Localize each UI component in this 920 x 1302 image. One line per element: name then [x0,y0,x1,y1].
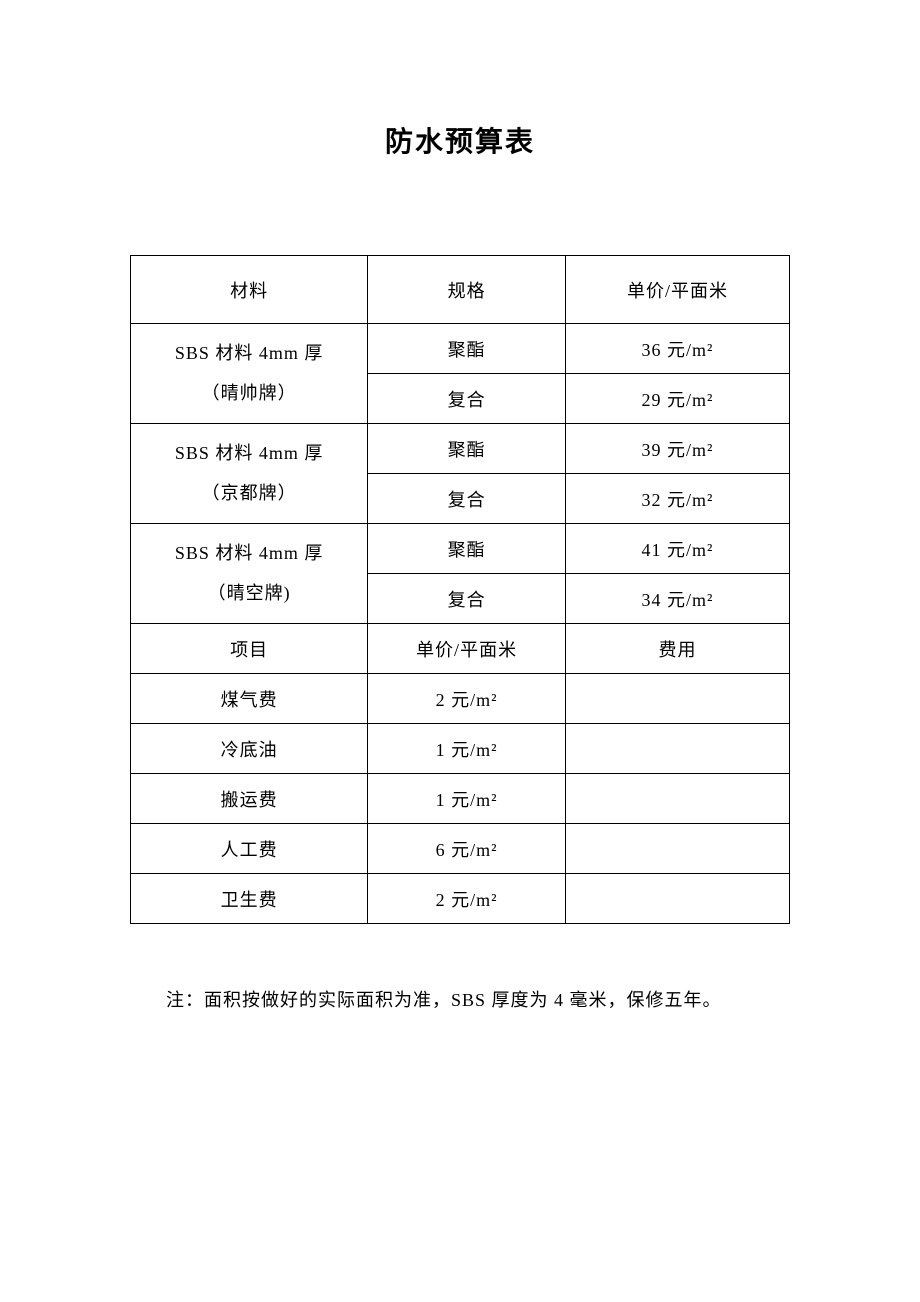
header-unit-price-2: 单价/平面米 [368,624,566,674]
spec-cell: 聚酯 [368,324,566,374]
table-header-1: 材料 规格 单价/平面米 [131,256,790,324]
header-spec: 规格 [368,256,566,324]
page-title: 防水预算表 [130,120,790,160]
table-row: 煤气费 2 元/m² [131,674,790,724]
table-row: 冷底油 1 元/m² [131,724,790,774]
price-cell: 34 元/m² [565,574,789,624]
item-cost [565,824,789,874]
header-cost: 费用 [565,624,789,674]
spec-cell: 复合 [368,574,566,624]
material-line1: SBS 材料 4mm 厚 [175,543,324,563]
item-name: 冷底油 [131,724,368,774]
table-row: SBS 材料 4mm 厚 （晴空牌) 聚酯 41 元/m² [131,524,790,574]
item-name: 卫生费 [131,874,368,924]
price-cell: 36 元/m² [565,324,789,374]
item-price: 6 元/m² [368,824,566,874]
table-row: 人工费 6 元/m² [131,824,790,874]
spec-cell: 复合 [368,474,566,524]
material-line2: （晴帅牌） [202,383,297,403]
item-name: 煤气费 [131,674,368,724]
item-price: 1 元/m² [368,774,566,824]
price-cell: 39 元/m² [565,424,789,474]
table-row: SBS 材料 4mm 厚 （晴帅牌） 聚酯 36 元/m² [131,324,790,374]
table-row: 卫生费 2 元/m² [131,874,790,924]
material-line1: SBS 材料 4mm 厚 [175,343,324,363]
item-cost [565,724,789,774]
material-name-cell: SBS 材料 4mm 厚 （晴空牌) [131,524,368,624]
table-header-2: 项目 单价/平面米 费用 [131,624,790,674]
item-name: 搬运费 [131,774,368,824]
item-name: 人工费 [131,824,368,874]
table-row: SBS 材料 4mm 厚 （京都牌） 聚酯 39 元/m² [131,424,790,474]
item-cost [565,774,789,824]
price-cell: 41 元/m² [565,524,789,574]
header-unit-price: 单价/平面米 [565,256,789,324]
material-line2: （晴空牌) [208,583,291,603]
item-price: 2 元/m² [368,674,566,724]
footer-note: 注：面积按做好的实际面积为准，SBS 厚度为 4 毫米，保修五年。 [130,984,790,1016]
price-cell: 29 元/m² [565,374,789,424]
material-line1: SBS 材料 4mm 厚 [175,443,324,463]
price-cell: 32 元/m² [565,474,789,524]
spec-cell: 聚酯 [368,424,566,474]
header-material: 材料 [131,256,368,324]
spec-cell: 聚酯 [368,524,566,574]
budget-table: 材料 规格 单价/平面米 SBS 材料 4mm 厚 （晴帅牌） 聚酯 36 元/… [130,255,790,924]
item-cost [565,874,789,924]
item-cost [565,674,789,724]
item-price: 1 元/m² [368,724,566,774]
header-item: 项目 [131,624,368,674]
material-line2: （京都牌） [202,483,297,503]
item-price: 2 元/m² [368,874,566,924]
spec-cell: 复合 [368,374,566,424]
table-row: 搬运费 1 元/m² [131,774,790,824]
material-name-cell: SBS 材料 4mm 厚 （晴帅牌） [131,324,368,424]
material-name-cell: SBS 材料 4mm 厚 （京都牌） [131,424,368,524]
